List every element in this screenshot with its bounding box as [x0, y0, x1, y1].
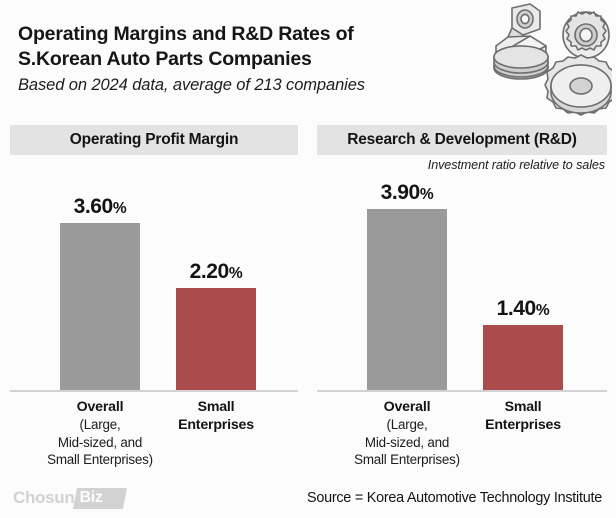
- bar-value-small-enterprises-operating-margin: 2.20%: [190, 261, 243, 282]
- category-sub-line-2: Mid-sized, and: [57, 434, 143, 450]
- logo-badge: Biz: [73, 487, 128, 509]
- bar-value-number: 1.40: [496, 296, 537, 320]
- page-title-line-2: S.Korean Auto Parts Companies: [18, 48, 312, 70]
- category-sub-line-1: (Large,: [79, 417, 121, 432]
- bar-value-unit: %: [535, 301, 550, 319]
- panel-header-research-and-development: Research & Development (R&D): [317, 125, 607, 155]
- chosunbiz-logo[interactable]: Chosun Biz: [13, 487, 128, 509]
- bar-small-enterprises-operating-margin[interactable]: [176, 287, 256, 390]
- category-sub-line-3: Small Enterprises): [47, 452, 153, 467]
- source-attribution: Source = Korea Automotive Technology Ins…: [306, 490, 602, 506]
- infographic-footer: Chosun Biz Source = Korea Automotive Tec…: [0, 480, 616, 518]
- category-labels-left: Overall (Large, Mid-sized, and Small Ent…: [10, 398, 298, 478]
- bar-value-overall-rnd: 3.90%: [381, 182, 434, 203]
- page-title-line-1: Operating Margins and R&D Rates of: [18, 23, 354, 45]
- gears-and-machine-part-illustration-icon: [478, 2, 616, 116]
- category-sub-line-2: Mid-sized, and: [364, 434, 450, 450]
- infographic-header: Operating Margins and R&D Rates of S.Kor…: [0, 0, 616, 118]
- bar-slot-overall: 3.60%: [60, 162, 140, 390]
- axis-baseline: [10, 390, 298, 392]
- bar-slot-small-enterprises: 2.20%: [176, 162, 256, 390]
- category-title-line-1: Small: [197, 399, 235, 415]
- title-block: Operating Margins and R&D Rates of S.Kor…: [18, 22, 468, 97]
- category-sub-line-3: Small Enterprises): [354, 452, 460, 467]
- panel-note-investment-ratio: Investment ratio relative to sales: [427, 158, 605, 172]
- panel-header-operating-profit-margin: Operating Profit Margin: [10, 125, 298, 155]
- category-title-line-2: Enterprises: [178, 417, 254, 433]
- bar-value-unit: %: [419, 185, 434, 203]
- axis-baseline: [317, 390, 607, 392]
- panel-research-and-development: Research & Development (R&D) Investment …: [317, 118, 607, 480]
- bar-value-overall-operating-margin: 3.60%: [74, 196, 127, 217]
- panels-container: Operating Profit Margin 3.60% 2.20% Over…: [0, 118, 616, 480]
- logo-secondary-text: Biz: [79, 488, 103, 506]
- category-title: Overall: [383, 399, 431, 415]
- bar-value-number: 3.90: [380, 180, 421, 204]
- bar-plot-research-and-development: 3.90% 1.40%: [317, 160, 607, 392]
- bar-overall-operating-margin[interactable]: [60, 222, 140, 390]
- bar-value-unit: %: [112, 199, 127, 217]
- bar-small-enterprises-rnd[interactable]: [483, 324, 563, 390]
- category-label-small-enterprises: Small Enterprises: [448, 398, 598, 434]
- bar-slot-small-enterprises: 1.40%: [483, 162, 563, 390]
- bar-slot-overall: 3.90%: [367, 162, 447, 390]
- bar-plot-operating-profit-margin: 3.60% 2.20%: [10, 160, 298, 392]
- bar-value-small-enterprises-rnd: 1.40%: [497, 298, 550, 319]
- bar-value-number: 2.20: [189, 259, 230, 283]
- category-sub-line-1: (Large,: [386, 417, 428, 432]
- panel-operating-profit-margin: Operating Profit Margin 3.60% 2.20% Over…: [10, 118, 298, 480]
- page-subtitle: Based on 2024 data, average of 213 compa…: [18, 76, 365, 94]
- logo-primary-text: Chosun: [13, 488, 75, 507]
- panel-header-label: Operating Profit Margin: [69, 131, 239, 148]
- bar-value-number: 3.60: [73, 194, 114, 218]
- category-label-overall: Overall (Large, Mid-sized, and Small Ent…: [332, 398, 482, 469]
- category-label-small-enterprises: Small Enterprises: [141, 398, 291, 434]
- category-labels-right: Overall (Large, Mid-sized, and Small Ent…: [317, 398, 607, 478]
- bar-value-unit: %: [228, 264, 243, 282]
- category-title-line-1: Small: [504, 399, 542, 415]
- bar-overall-rnd[interactable]: [367, 208, 447, 390]
- category-title: Overall: [76, 399, 124, 415]
- category-title-line-2: Enterprises: [485, 417, 561, 433]
- panel-header-label: Research & Development (R&D): [347, 131, 577, 148]
- category-label-overall: Overall (Large, Mid-sized, and Small Ent…: [25, 398, 175, 469]
